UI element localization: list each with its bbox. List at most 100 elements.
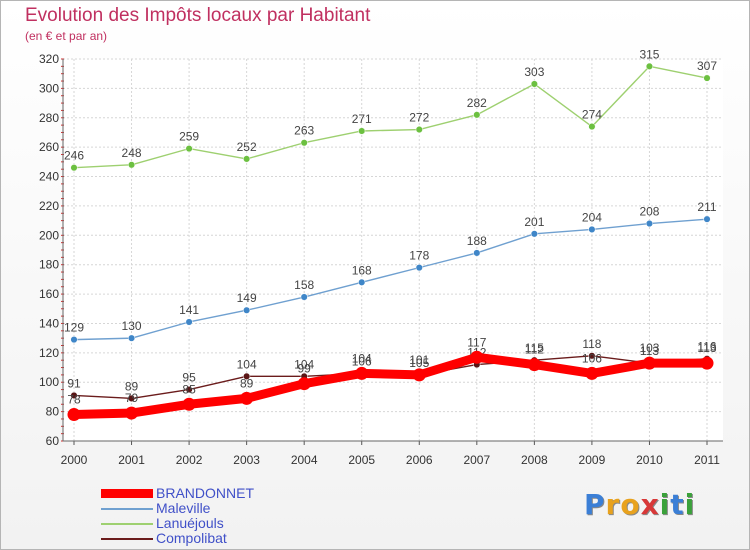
data-point xyxy=(70,391,78,400)
data-point xyxy=(127,334,136,342)
data-point xyxy=(300,293,308,301)
data-point xyxy=(700,356,714,370)
legend-swatch xyxy=(101,522,153,525)
data-point xyxy=(70,164,78,172)
data-label: 272 xyxy=(409,111,429,125)
data-point xyxy=(588,123,596,131)
data-point xyxy=(243,155,251,163)
data-label: 259 xyxy=(179,130,199,144)
data-point xyxy=(530,80,538,88)
x-tick-label: 2007 xyxy=(463,453,490,467)
proxiti-logo: Proxiti xyxy=(584,488,695,521)
data-label: 115 xyxy=(525,341,544,355)
chart-subtitle: (en € et par an) xyxy=(25,29,108,43)
y-tick-label: 100 xyxy=(39,375,59,389)
data-label: 252 xyxy=(237,140,257,154)
data-label: 274 xyxy=(582,108,602,122)
data-point xyxy=(415,264,423,272)
data-point xyxy=(412,368,426,382)
logo-letter: r xyxy=(605,488,621,521)
legend-swatch xyxy=(101,489,153,498)
data-point xyxy=(703,74,711,82)
data-point xyxy=(473,111,481,119)
data-label: 89 xyxy=(125,379,139,393)
y-tick-label: 120 xyxy=(39,346,59,360)
data-point xyxy=(415,125,423,134)
data-label: 113 xyxy=(697,341,716,355)
data-label: 89 xyxy=(240,376,254,390)
data-point xyxy=(240,391,254,405)
data-label: 104 xyxy=(294,357,314,371)
data-point xyxy=(527,358,541,372)
series-line xyxy=(69,352,712,420)
y-tick-label: 200 xyxy=(39,228,59,242)
y-tick-label: 180 xyxy=(39,258,59,272)
data-point xyxy=(645,62,654,70)
data-point xyxy=(243,372,251,380)
x-tick-label: 2005 xyxy=(348,453,375,467)
data-label: 282 xyxy=(467,96,487,110)
legend-swatch xyxy=(101,537,153,540)
logo-letter: o xyxy=(620,488,641,521)
data-point xyxy=(67,408,81,422)
x-tick-label: 2006 xyxy=(406,453,433,467)
data-point xyxy=(585,366,599,380)
data-label: 104 xyxy=(237,357,257,371)
data-point xyxy=(355,366,369,380)
data-point xyxy=(185,318,193,326)
data-label: 117 xyxy=(467,335,486,349)
data-label: 78 xyxy=(67,393,81,407)
legend-item-compolibat: Compolibat xyxy=(101,531,254,546)
data-label: 263 xyxy=(294,124,314,138)
data-point xyxy=(70,336,78,344)
data-label: 248 xyxy=(122,146,142,160)
data-label: 91 xyxy=(67,376,81,390)
data-label: 201 xyxy=(524,215,544,229)
plot-area xyxy=(63,59,723,441)
x-tick-label: 2003 xyxy=(233,453,260,467)
logo-letter: x xyxy=(640,488,660,521)
y-tick-label: 320 xyxy=(39,52,59,66)
data-point xyxy=(243,306,251,314)
y-tick-label: 160 xyxy=(39,287,59,301)
series-maleville: 129 130 141 149 158 168 178 188 201 204 208 211 xyxy=(64,200,717,344)
logo-letter: i xyxy=(659,488,671,521)
y-tick-label: 220 xyxy=(39,199,59,213)
x-tick-label: 2004 xyxy=(291,453,318,467)
y-tick-label: 240 xyxy=(39,170,59,184)
data-label: 307 xyxy=(697,59,717,73)
data-point xyxy=(297,377,311,391)
data-label: 271 xyxy=(352,112,372,126)
data-label: 106 xyxy=(582,351,602,365)
logo-letter: i xyxy=(684,488,696,521)
data-label: 103 xyxy=(639,341,659,355)
data-label: 99 xyxy=(298,362,312,376)
data-point xyxy=(645,220,654,228)
data-point xyxy=(588,352,596,360)
legend-label: BRANDONNET xyxy=(156,485,255,501)
x-tick-label: 2009 xyxy=(579,453,606,467)
series-line xyxy=(73,218,708,341)
legend-swatch xyxy=(101,507,153,510)
data-label: 246 xyxy=(64,149,84,163)
data-point xyxy=(588,225,596,233)
y-tick-label: 300 xyxy=(39,81,59,95)
data-label: 79 xyxy=(125,391,139,405)
data-label: 149 xyxy=(237,291,257,305)
data-label: 168 xyxy=(352,263,372,277)
data-label: 141 xyxy=(179,303,199,317)
data-point xyxy=(530,230,538,238)
x-tick-label: 2000 xyxy=(61,453,88,467)
x-tick-label: 2011 xyxy=(694,453,720,467)
legend-label: Lanuéjouls xyxy=(156,515,224,531)
legend-item-brandonnet: BRANDONNET xyxy=(101,486,254,501)
data-point xyxy=(185,145,193,153)
series-lanuejouls: 246 248 259 252 263 271 272 282 303 274 315 307 xyxy=(64,47,717,172)
data-point xyxy=(470,350,484,364)
legend-label: Compolibat xyxy=(156,530,227,546)
legend-item-lanuejouls: Lanuéjouls xyxy=(101,516,254,531)
legend: BRANDONNET Maleville Lanuéjouls Compolibat xyxy=(101,486,254,546)
